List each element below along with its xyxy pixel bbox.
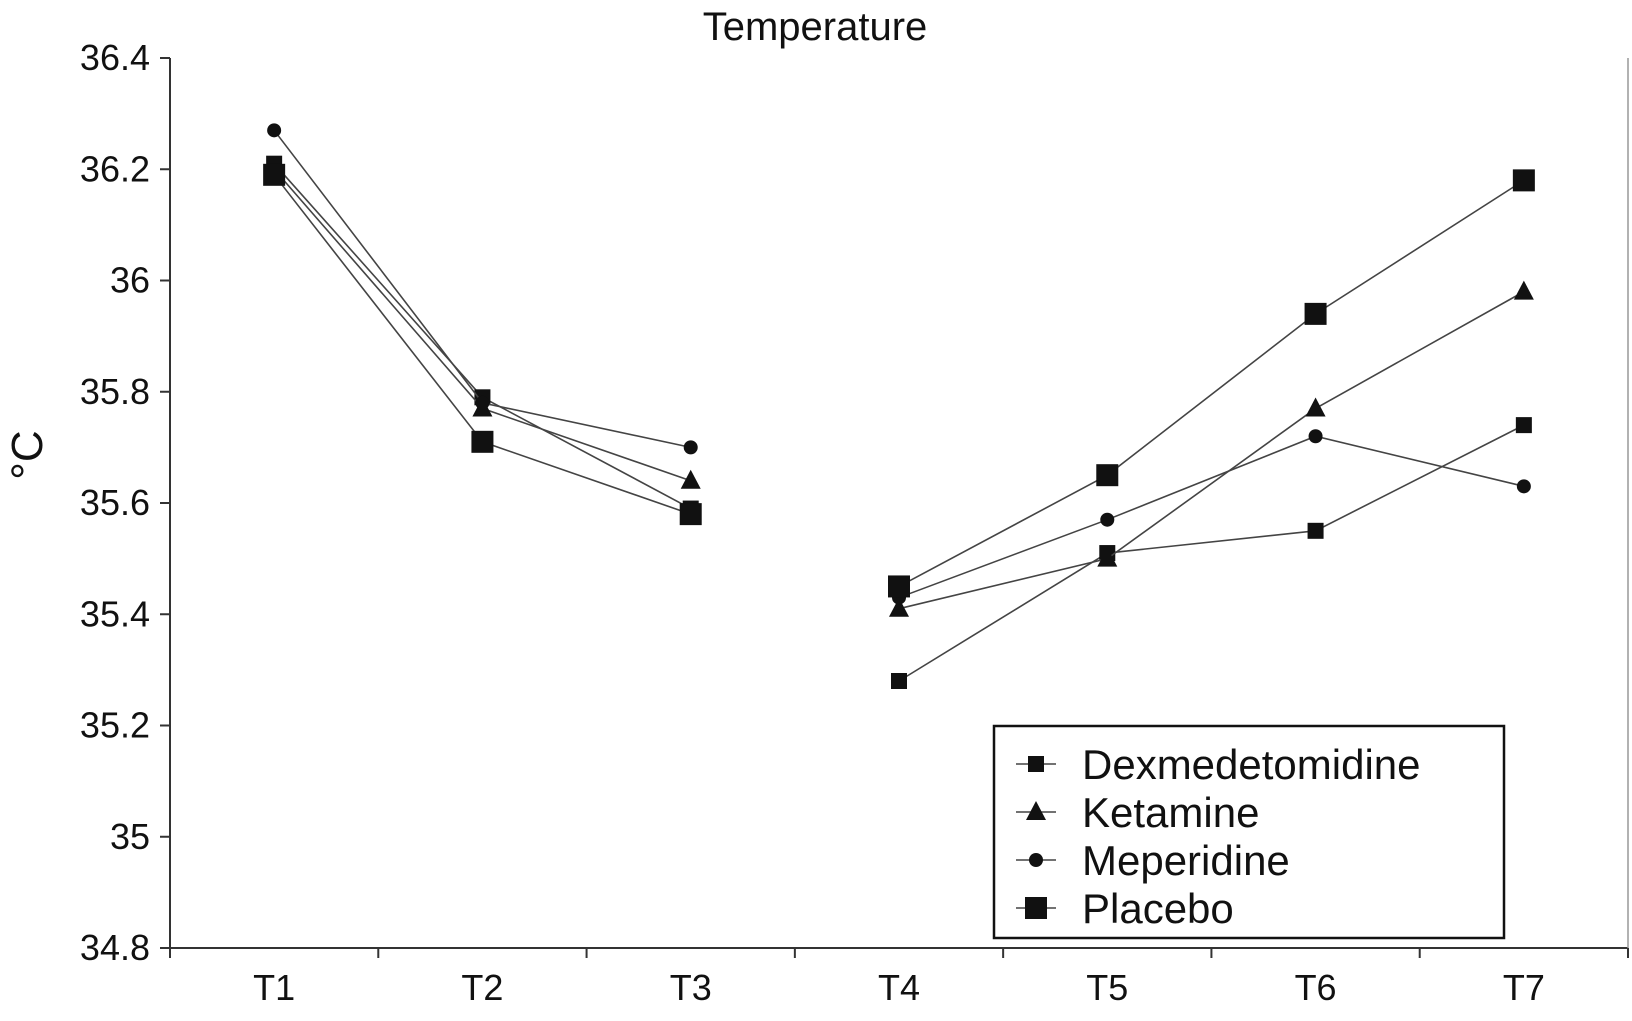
- data-point: [1096, 464, 1119, 487]
- data-point: [475, 395, 490, 410]
- series-line: [898, 290, 1525, 610]
- y-tick-label: 35.6: [80, 482, 150, 523]
- x-tick-label: T4: [878, 967, 920, 1008]
- data-point: [471, 430, 494, 453]
- y-tick-label: 35.2: [80, 705, 150, 746]
- y-tick-label: 34.8: [80, 927, 150, 968]
- data-point: [1307, 522, 1324, 539]
- legend-label: Dexmedetomidine: [1082, 741, 1421, 788]
- legend-item-meperidine: Meperidine: [1016, 837, 1290, 884]
- series-line: [273, 174, 691, 515]
- data-point: [263, 163, 286, 186]
- series-meperidine: [267, 123, 1531, 605]
- y-tick-label: 35.8: [80, 371, 150, 412]
- x-tick-label: T1: [253, 967, 295, 1008]
- data-point: [680, 469, 701, 489]
- data-point: [267, 123, 282, 138]
- legend-item-ketamine: Ketamine: [1016, 789, 1259, 836]
- series-line: [898, 424, 1525, 682]
- data-point: [679, 503, 702, 526]
- data-point: [1513, 280, 1534, 300]
- data-point: [1512, 169, 1535, 192]
- data-point: [1516, 479, 1531, 494]
- legend-label: Ketamine: [1082, 789, 1259, 836]
- data-point: [1097, 547, 1118, 567]
- y-tick-label: 36: [110, 260, 150, 301]
- legend-marker: [1025, 897, 1047, 919]
- legend-label: Meperidine: [1082, 837, 1290, 884]
- legend-item-dexmedetomidine: Dexmedetomidine: [1016, 741, 1421, 788]
- data-point: [888, 575, 910, 598]
- legend-marker: [1026, 801, 1046, 820]
- data-point: [683, 440, 698, 455]
- chart-title: Temperature: [703, 5, 928, 49]
- data-point: [1305, 397, 1326, 417]
- legend-label: Placebo: [1082, 885, 1234, 932]
- y-tick-label: 35.4: [80, 593, 150, 634]
- series-line: [898, 179, 1525, 588]
- data-point: [1304, 302, 1327, 325]
- data-point: [1515, 417, 1532, 434]
- series-line: [273, 163, 692, 510]
- legend-marker: [1028, 756, 1044, 772]
- series-ketamine: [264, 158, 1534, 617]
- series-layer: [263, 123, 1535, 689]
- data-point: [1100, 512, 1115, 527]
- x-tick-label: T2: [461, 967, 503, 1008]
- data-point: [889, 597, 909, 617]
- x-tick-label: T3: [670, 967, 712, 1008]
- y-tick-label: 36.2: [80, 148, 150, 189]
- y-tick-label: 36.4: [80, 37, 150, 78]
- series-placebo: [263, 163, 1535, 598]
- legend-marker: [1029, 853, 1043, 867]
- data-point: [1308, 429, 1323, 444]
- x-tick-label: T7: [1503, 967, 1545, 1008]
- y-tick-label: 35: [110, 816, 150, 857]
- series-line: [898, 435, 1525, 599]
- x-tick-label: T5: [1086, 967, 1128, 1008]
- legend-box: [992, 724, 1506, 940]
- data-point: [891, 673, 907, 689]
- axes: 34.8 35 35.2 35.4 35.6 35.8 36 36.2 36.4 T1 T2 T3 T4…: [80, 37, 1629, 1008]
- x-tick-label: T6: [1295, 967, 1337, 1008]
- legend-item-placebo: Placebo: [1016, 885, 1234, 932]
- y-axis-title: °C: [3, 430, 52, 479]
